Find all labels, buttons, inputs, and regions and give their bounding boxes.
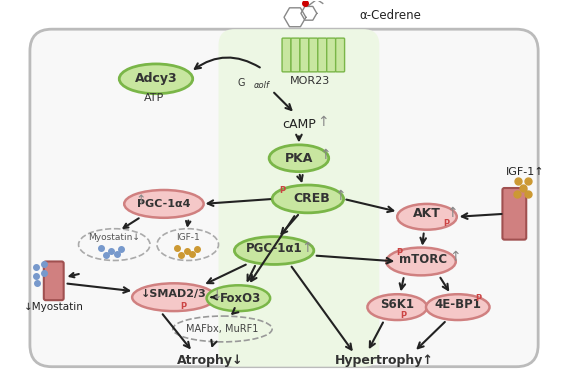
Ellipse shape — [272, 185, 343, 213]
Text: ↑: ↑ — [317, 114, 328, 128]
Text: PGC-1α1: PGC-1α1 — [246, 242, 302, 255]
Ellipse shape — [235, 236, 314, 265]
Text: IGF-1: IGF-1 — [176, 233, 199, 242]
Text: 4E-BP1: 4E-BP1 — [434, 298, 481, 311]
FancyBboxPatch shape — [318, 38, 327, 72]
Text: MAFbx, MuRF1: MAFbx, MuRF1 — [186, 324, 259, 334]
Text: G: G — [238, 78, 245, 88]
Text: ↓Myostatin: ↓Myostatin — [24, 302, 84, 312]
Text: AKT: AKT — [413, 207, 441, 220]
Text: FoxO3: FoxO3 — [220, 292, 261, 305]
Text: ↑: ↑ — [301, 241, 313, 255]
Text: ↑: ↑ — [449, 249, 461, 263]
FancyBboxPatch shape — [300, 38, 309, 72]
FancyBboxPatch shape — [44, 262, 64, 300]
FancyBboxPatch shape — [502, 188, 526, 240]
Text: P: P — [476, 294, 481, 303]
Ellipse shape — [386, 247, 456, 276]
Text: ↑: ↑ — [446, 206, 458, 220]
Text: P: P — [181, 302, 187, 311]
FancyBboxPatch shape — [309, 38, 318, 72]
Text: PGC-1α4: PGC-1α4 — [137, 199, 191, 209]
Text: Myostatin↓: Myostatin↓ — [88, 233, 140, 242]
FancyBboxPatch shape — [218, 29, 379, 367]
Ellipse shape — [426, 294, 490, 320]
Ellipse shape — [119, 64, 192, 94]
Text: ATP: ATP — [144, 93, 164, 103]
Text: mTORC: mTORC — [399, 253, 447, 266]
Ellipse shape — [132, 283, 216, 311]
Ellipse shape — [124, 190, 203, 218]
Text: α-Cedrene: α-Cedrene — [360, 9, 421, 22]
FancyBboxPatch shape — [291, 38, 300, 72]
Text: ↓SMAD2/3: ↓SMAD2/3 — [141, 289, 207, 299]
Text: CREB: CREB — [294, 193, 330, 205]
Text: MOR23: MOR23 — [290, 76, 330, 86]
Text: P: P — [279, 186, 285, 196]
Text: ↓: ↓ — [212, 289, 222, 302]
FancyBboxPatch shape — [336, 38, 344, 72]
Text: ↑: ↑ — [319, 148, 331, 162]
Text: PKA: PKA — [285, 152, 313, 165]
Text: S6K1: S6K1 — [380, 298, 414, 311]
Text: Atrophy↓: Atrophy↓ — [177, 354, 244, 367]
Ellipse shape — [397, 204, 457, 230]
Text: P: P — [400, 310, 406, 319]
Text: P: P — [443, 219, 449, 228]
Text: P: P — [396, 248, 402, 257]
Text: ↑: ↑ — [334, 189, 346, 203]
Text: αolf: αolf — [253, 81, 269, 90]
FancyBboxPatch shape — [30, 29, 538, 367]
FancyBboxPatch shape — [327, 38, 336, 72]
Text: Adcy3: Adcy3 — [135, 72, 177, 85]
Text: IGF-1↑: IGF-1↑ — [506, 167, 544, 177]
Text: cAMP: cAMP — [282, 118, 316, 131]
FancyBboxPatch shape — [282, 38, 291, 72]
Text: Hypertrophy↑: Hypertrophy↑ — [335, 354, 434, 367]
Ellipse shape — [269, 145, 329, 172]
Text: ↑: ↑ — [136, 194, 146, 207]
Ellipse shape — [206, 285, 270, 311]
Ellipse shape — [368, 294, 427, 320]
